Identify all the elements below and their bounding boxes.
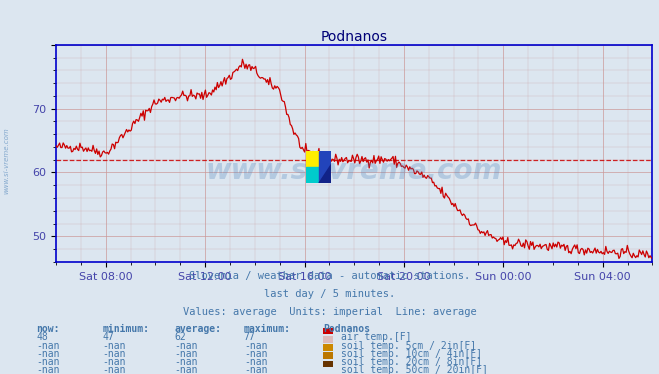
- Text: -nan: -nan: [36, 357, 60, 367]
- Text: -nan: -nan: [244, 349, 268, 359]
- Text: soil temp. 5cm / 2in[F]: soil temp. 5cm / 2in[F]: [341, 341, 476, 351]
- Text: 48: 48: [36, 332, 48, 343]
- Text: -nan: -nan: [244, 341, 268, 351]
- Text: maximum:: maximum:: [244, 324, 291, 334]
- Text: now:: now:: [36, 324, 60, 334]
- Text: air temp.[F]: air temp.[F]: [341, 332, 412, 343]
- Text: www.si-vreme.com: www.si-vreme.com: [206, 157, 502, 185]
- Text: -nan: -nan: [102, 341, 126, 351]
- Text: -nan: -nan: [244, 357, 268, 367]
- Text: -nan: -nan: [244, 365, 268, 374]
- Text: -nan: -nan: [36, 341, 60, 351]
- Text: 62: 62: [175, 332, 186, 343]
- Text: www.si-vreme.com: www.si-vreme.com: [3, 128, 10, 194]
- Text: 77: 77: [244, 332, 256, 343]
- Polygon shape: [319, 151, 331, 183]
- Text: -nan: -nan: [175, 341, 198, 351]
- Title: Podnanos: Podnanos: [321, 30, 387, 44]
- Text: Values: average  Units: imperial  Line: average: Values: average Units: imperial Line: av…: [183, 307, 476, 317]
- Text: soil temp. 10cm / 4in[F]: soil temp. 10cm / 4in[F]: [341, 349, 482, 359]
- Text: -nan: -nan: [102, 349, 126, 359]
- Text: -nan: -nan: [36, 365, 60, 374]
- Text: -nan: -nan: [102, 357, 126, 367]
- Text: minimum:: minimum:: [102, 324, 149, 334]
- Text: soil temp. 50cm / 20in[F]: soil temp. 50cm / 20in[F]: [341, 365, 488, 374]
- Text: -nan: -nan: [175, 357, 198, 367]
- Text: average:: average:: [175, 324, 221, 334]
- Polygon shape: [306, 151, 319, 168]
- Text: 47: 47: [102, 332, 114, 343]
- Text: Slovenia / weather data - automatic stations.: Slovenia / weather data - automatic stat…: [189, 271, 470, 281]
- Polygon shape: [319, 164, 331, 183]
- Text: -nan: -nan: [175, 349, 198, 359]
- Text: Podnanos: Podnanos: [323, 324, 370, 334]
- Polygon shape: [306, 168, 319, 183]
- Text: -nan: -nan: [175, 365, 198, 374]
- Text: -nan: -nan: [102, 365, 126, 374]
- Text: last day / 5 minutes.: last day / 5 minutes.: [264, 289, 395, 299]
- Text: -nan: -nan: [36, 349, 60, 359]
- Text: soil temp. 20cm / 8in[F]: soil temp. 20cm / 8in[F]: [341, 357, 482, 367]
